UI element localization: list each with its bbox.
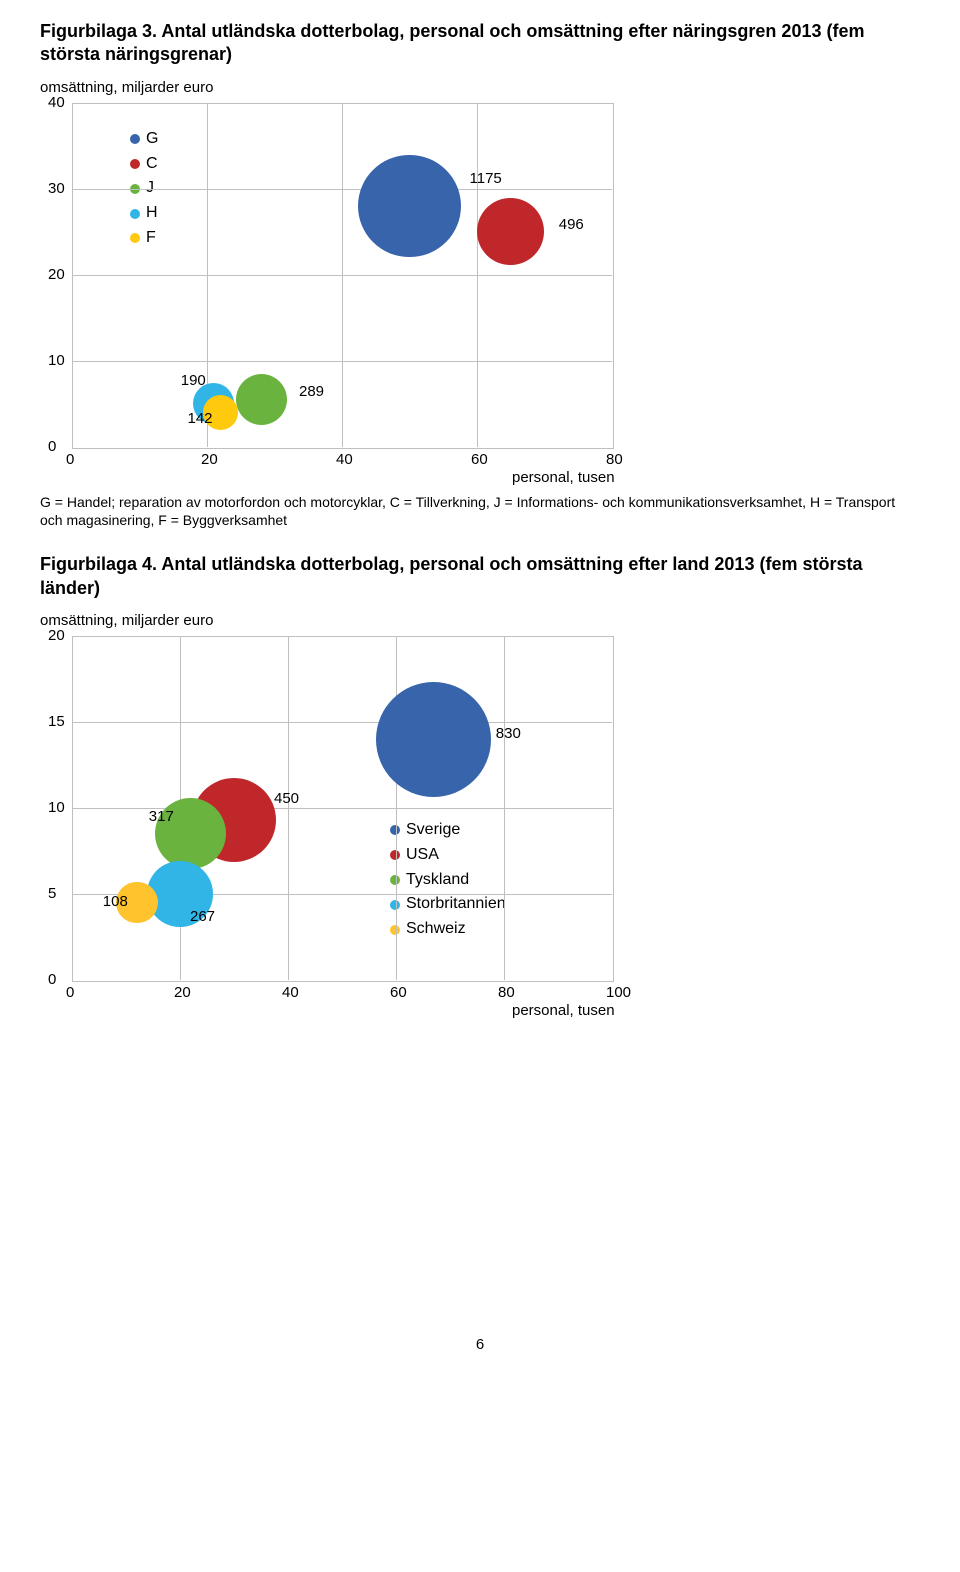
figure1-note: G = Handel; reparation av motorfordon oc… <box>40 493 920 529</box>
bubble-C <box>477 198 544 265</box>
bubble-label: 289 <box>299 383 324 400</box>
legend-label: G <box>146 127 158 152</box>
legend-item: Storbritannien <box>390 892 506 917</box>
bubble-label: 450 <box>274 790 299 807</box>
legend-label: USA <box>406 843 439 868</box>
legend-item: H <box>130 201 158 226</box>
legend-label: C <box>146 152 158 177</box>
gridline-horizontal <box>72 361 612 362</box>
legend-item: F <box>130 226 158 251</box>
x-tick-label: 0 <box>66 984 74 1001</box>
x-tick-label: 40 <box>336 451 353 468</box>
legend-item: Schweiz <box>390 917 506 942</box>
legend-marker-icon <box>390 825 400 835</box>
x-tick-label: 80 <box>498 984 515 1001</box>
legend-marker-icon <box>390 925 400 935</box>
x-tick-label: 40 <box>282 984 299 1001</box>
x-tick-label: 100 <box>606 984 631 1001</box>
bubble-J <box>236 374 287 425</box>
x-tick-label: 20 <box>201 451 218 468</box>
bubble-label: 317 <box>149 808 174 825</box>
bubble-label: 1175 <box>470 170 502 187</box>
bubble-G <box>358 155 461 258</box>
legend-item: C <box>130 152 158 177</box>
legend-marker-icon <box>130 209 140 219</box>
figure1-y-title: omsättning, miljarder euro <box>40 79 213 96</box>
legend-marker-icon <box>390 850 400 860</box>
figure2-chart: omsättning, miljarder euro personal, tus… <box>40 606 650 1016</box>
y-tick-label: 20 <box>48 266 65 283</box>
figure1-chart: omsättning, miljarder euro personal, tus… <box>40 73 650 483</box>
legend-label: Storbritannien <box>406 892 506 917</box>
x-tick-label: 60 <box>390 984 407 1001</box>
y-tick-label: 30 <box>48 180 65 197</box>
bubble-label: 267 <box>190 908 215 925</box>
legend-label: Tyskland <box>406 868 469 893</box>
y-tick-label: 10 <box>48 352 65 369</box>
gridline-horizontal <box>72 722 612 723</box>
legend-item: G <box>130 127 158 152</box>
y-tick-label: 15 <box>48 713 65 730</box>
legend-label: Schweiz <box>406 917 466 942</box>
y-tick-label: 20 <box>48 627 65 644</box>
legend-marker-icon <box>130 134 140 144</box>
legend-item: USA <box>390 843 506 868</box>
figure2-y-title: omsättning, miljarder euro <box>40 612 213 629</box>
figure1-title: Figurbilaga 3. Antal utländska dotterbol… <box>40 20 920 67</box>
y-tick-label: 5 <box>48 885 56 902</box>
bubble-label: 496 <box>559 216 584 233</box>
bubble-label: 830 <box>496 725 521 742</box>
bubble-Sverige <box>376 682 491 797</box>
x-tick-label: 0 <box>66 451 74 468</box>
figure2-legend: SverigeUSATysklandStorbritannienSchweiz <box>390 818 506 942</box>
legend-item: Sverige <box>390 818 506 843</box>
legend-marker-icon <box>130 233 140 243</box>
y-tick-label: 40 <box>48 94 65 111</box>
gridline-horizontal <box>72 189 612 190</box>
bubble-label: 142 <box>188 410 213 427</box>
figure2-x-title: personal, tusen <box>512 1002 615 1019</box>
legend-marker-icon <box>390 900 400 910</box>
x-tick-label: 20 <box>174 984 191 1001</box>
bubble-label: 108 <box>103 893 128 910</box>
bubble-label: 190 <box>181 372 206 389</box>
y-tick-label: 0 <box>48 971 56 988</box>
y-tick-label: 0 <box>48 438 56 455</box>
y-tick-label: 10 <box>48 799 65 816</box>
gridline-horizontal <box>72 275 612 276</box>
x-tick-label: 60 <box>471 451 488 468</box>
legend-item: Tyskland <box>390 868 506 893</box>
figure2-title: Figurbilaga 4. Antal utländska dotterbol… <box>40 553 920 600</box>
figure1-x-title: personal, tusen <box>512 469 615 486</box>
legend-label: H <box>146 201 158 226</box>
legend-marker-icon <box>390 875 400 885</box>
legend-marker-icon <box>130 159 140 169</box>
page-number: 6 <box>40 1336 920 1353</box>
legend-label: F <box>146 226 156 251</box>
legend-label: Sverige <box>406 818 460 843</box>
x-tick-label: 80 <box>606 451 623 468</box>
